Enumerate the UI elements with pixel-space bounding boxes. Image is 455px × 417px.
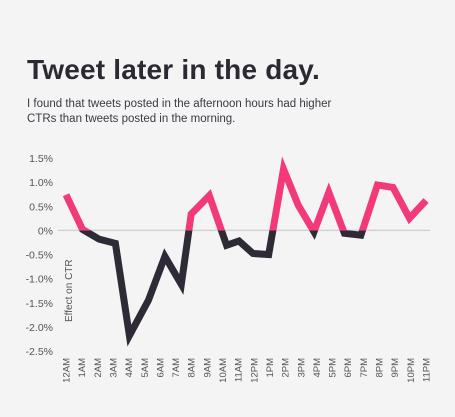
y-axis-label: Effect on CTR <box>64 259 75 322</box>
x-tick-label: 12AM <box>62 358 73 383</box>
x-tick-label: 5AM <box>140 358 151 378</box>
x-tick-label: 7AM <box>171 358 182 378</box>
x-tick-label: 3PM <box>296 358 307 378</box>
x-tick-label: 6AM <box>155 358 166 378</box>
x-tick-label: 8PM <box>375 358 386 378</box>
x-tick-label: 2PM <box>281 358 292 378</box>
series-line-positive <box>62 156 429 231</box>
x-tick-label: 7PM <box>359 358 370 378</box>
x-tick-label: 6PM <box>343 358 354 378</box>
chart-title: Tweet later in the day. <box>27 54 320 85</box>
x-tick-label: 4AM <box>124 358 135 378</box>
y-tick-label: 0.5% <box>29 201 53 213</box>
x-tick-label: 1PM <box>265 358 276 378</box>
x-tick-label: 5PM <box>328 358 339 378</box>
y-tick-label: -1.5% <box>26 298 53 310</box>
y-tick-label: 0% <box>38 225 53 237</box>
chart-subtitle: I found that tweets posted in the aftern… <box>27 98 332 125</box>
y-tick-label: -1.0% <box>26 274 53 286</box>
y-tick-label: -2.5% <box>26 346 53 358</box>
x-tick-label: 2AM <box>93 358 104 378</box>
x-tick-label: 3AM <box>109 358 120 378</box>
x-tick-label: 9AM <box>202 358 213 378</box>
x-tick-label: 10AM <box>218 358 229 383</box>
x-tick-label: 9PM <box>390 358 401 378</box>
x-tick-label: 12PM <box>249 358 260 383</box>
x-tick-label: 8AM <box>187 358 198 378</box>
x-tick-label: 11PM <box>422 358 433 382</box>
series-line-negative <box>79 230 367 347</box>
x-tick-label: 4PM <box>312 358 323 378</box>
x-tick-label: 10PM <box>406 358 417 383</box>
y-tick-label: 1.5% <box>29 153 53 165</box>
x-tick-label: 1AM <box>77 358 88 378</box>
y-tick-label: -2.0% <box>26 322 53 334</box>
y-tick-label: -0.5% <box>26 250 53 262</box>
y-tick-label: 1.0% <box>29 177 53 189</box>
x-tick-label: 11AM <box>234 358 245 382</box>
